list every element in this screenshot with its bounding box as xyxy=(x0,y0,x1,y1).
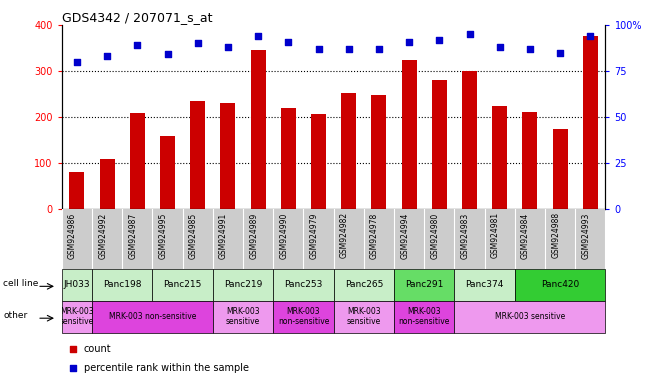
Bar xyxy=(371,96,387,209)
Text: Panc219: Panc219 xyxy=(224,280,262,289)
Text: GSM924993: GSM924993 xyxy=(581,212,590,259)
Point xyxy=(313,46,324,52)
Text: GSM924988: GSM924988 xyxy=(551,212,560,258)
Bar xyxy=(62,269,92,301)
Text: GSM924978: GSM924978 xyxy=(370,212,379,258)
Text: GSM924987: GSM924987 xyxy=(128,212,137,258)
Bar xyxy=(515,269,605,301)
Text: GSM924986: GSM924986 xyxy=(68,212,77,258)
Bar xyxy=(341,93,356,209)
Point xyxy=(555,50,565,56)
Text: GSM924982: GSM924982 xyxy=(340,212,349,258)
Bar xyxy=(273,269,333,301)
Text: GSM924983: GSM924983 xyxy=(460,212,469,258)
Text: GDS4342 / 207071_s_at: GDS4342 / 207071_s_at xyxy=(62,11,212,24)
Point xyxy=(102,53,113,60)
Text: GSM924989: GSM924989 xyxy=(249,212,258,258)
Text: Panc291: Panc291 xyxy=(405,280,443,289)
Bar xyxy=(432,80,447,209)
Point xyxy=(344,46,354,52)
Point xyxy=(223,44,233,50)
Bar xyxy=(522,112,538,209)
Bar xyxy=(92,269,152,301)
Text: GSM924992: GSM924992 xyxy=(98,212,107,258)
Bar xyxy=(160,136,175,209)
Text: MRK-003
non-sensitive: MRK-003 non-sensitive xyxy=(398,307,450,326)
Text: Panc253: Panc253 xyxy=(284,280,323,289)
Text: MRK-003 sensitive: MRK-003 sensitive xyxy=(495,312,565,321)
Bar xyxy=(62,301,92,333)
Text: GSM924991: GSM924991 xyxy=(219,212,228,258)
Point xyxy=(283,38,294,45)
Bar xyxy=(273,301,333,333)
Point xyxy=(464,31,475,37)
Point xyxy=(193,40,203,46)
Bar xyxy=(454,301,605,333)
Text: MRK-003
sensitive: MRK-003 sensitive xyxy=(347,307,381,326)
Bar xyxy=(454,269,515,301)
Text: Panc215: Panc215 xyxy=(163,280,202,289)
Bar xyxy=(213,301,273,333)
Text: MRK-003 non-sensitive: MRK-003 non-sensitive xyxy=(109,312,196,321)
Point xyxy=(374,46,384,52)
Bar xyxy=(100,159,115,209)
Text: GSM924990: GSM924990 xyxy=(279,212,288,259)
Bar xyxy=(492,106,507,209)
Text: MRK-003
non-sensitive: MRK-003 non-sensitive xyxy=(278,307,329,326)
Text: GSM924980: GSM924980 xyxy=(430,212,439,258)
Point xyxy=(132,42,143,48)
Text: Panc420: Panc420 xyxy=(541,280,579,289)
Point xyxy=(72,59,82,65)
Text: MRK-003
sensitive: MRK-003 sensitive xyxy=(226,307,260,326)
Bar xyxy=(333,269,394,301)
Bar xyxy=(402,60,417,209)
Text: Panc374: Panc374 xyxy=(465,280,504,289)
Bar xyxy=(213,269,273,301)
Text: other: other xyxy=(3,311,27,319)
Point xyxy=(68,365,78,371)
Bar xyxy=(190,101,205,209)
Bar xyxy=(281,108,296,209)
Point xyxy=(585,33,596,39)
Point xyxy=(162,51,173,58)
Bar xyxy=(311,114,326,209)
Text: GSM924994: GSM924994 xyxy=(400,212,409,259)
Bar xyxy=(394,269,454,301)
Text: GSM924981: GSM924981 xyxy=(491,212,500,258)
Text: MRK-003
sensitive: MRK-003 sensitive xyxy=(60,307,94,326)
Text: count: count xyxy=(83,344,111,354)
Text: Panc198: Panc198 xyxy=(103,280,141,289)
Text: GSM924995: GSM924995 xyxy=(159,212,167,259)
Text: GSM924984: GSM924984 xyxy=(521,212,530,258)
Bar xyxy=(553,129,568,209)
Bar xyxy=(92,301,213,333)
Point xyxy=(434,36,445,43)
Point xyxy=(525,46,535,52)
Bar xyxy=(583,36,598,209)
Bar xyxy=(251,50,266,209)
Text: Panc265: Panc265 xyxy=(344,280,383,289)
Bar xyxy=(130,113,145,209)
Text: GSM924979: GSM924979 xyxy=(309,212,318,259)
Bar xyxy=(221,103,236,209)
Bar xyxy=(70,172,85,209)
Point xyxy=(404,38,414,45)
Bar xyxy=(152,269,213,301)
Text: JH033: JH033 xyxy=(64,280,90,289)
Text: cell line: cell line xyxy=(3,279,38,288)
Bar xyxy=(394,301,454,333)
Bar xyxy=(462,71,477,209)
Text: GSM924985: GSM924985 xyxy=(189,212,198,258)
Point xyxy=(495,44,505,50)
Bar xyxy=(333,301,394,333)
Point xyxy=(68,346,78,352)
Text: percentile rank within the sample: percentile rank within the sample xyxy=(83,363,249,373)
Point xyxy=(253,33,264,39)
